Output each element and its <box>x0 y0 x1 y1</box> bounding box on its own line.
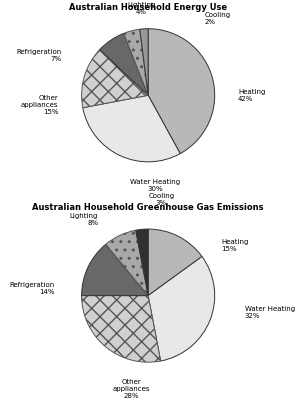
Wedge shape <box>81 244 148 296</box>
Title: Australian Household Energy Use: Australian Household Energy Use <box>69 3 227 12</box>
Text: Heating
42%: Heating 42% <box>238 89 265 102</box>
Text: Lighting
4%: Lighting 4% <box>127 2 156 15</box>
Text: Cooling
3%: Cooling 3% <box>148 193 174 206</box>
Wedge shape <box>106 230 148 296</box>
Wedge shape <box>81 50 148 108</box>
Wedge shape <box>81 296 161 362</box>
Wedge shape <box>83 95 180 162</box>
Text: Other
appliances
28%: Other appliances 28% <box>113 379 150 399</box>
Text: Refrigeration
14%: Refrigeration 14% <box>10 282 55 296</box>
Text: Water Heating
30%: Water Heating 30% <box>130 179 180 192</box>
Text: Refrigeration
7%: Refrigeration 7% <box>16 49 62 62</box>
Text: Heating
15%: Heating 15% <box>221 239 249 252</box>
Text: Lighting
8%: Lighting 8% <box>70 212 98 226</box>
Wedge shape <box>124 29 148 95</box>
Text: Water Heating
32%: Water Heating 32% <box>245 306 295 319</box>
Wedge shape <box>148 256 215 361</box>
Wedge shape <box>148 229 202 296</box>
Wedge shape <box>140 29 148 95</box>
Text: Other
appliances
15%: Other appliances 15% <box>21 95 58 115</box>
Wedge shape <box>100 33 148 95</box>
Wedge shape <box>148 29 215 154</box>
Wedge shape <box>136 229 148 296</box>
Title: Australian Household Greenhouse Gas Emissions: Australian Household Greenhouse Gas Emis… <box>33 203 264 212</box>
Text: Cooling
2%: Cooling 2% <box>205 12 231 25</box>
